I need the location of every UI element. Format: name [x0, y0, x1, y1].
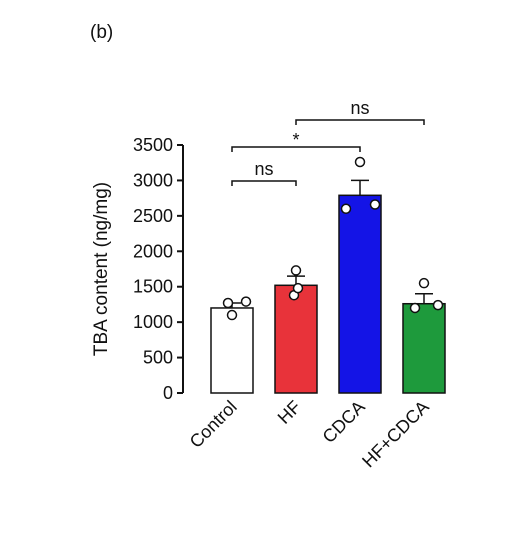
data-point [354, 156, 366, 168]
y-tick-label: 0 [163, 383, 173, 403]
y-tick-label: 1500 [133, 277, 173, 297]
panel-label: (b) [90, 22, 114, 43]
data-point [369, 199, 381, 210]
y-tick-label: 3500 [133, 135, 173, 155]
data-point [418, 277, 430, 289]
significance-bracket [231, 180, 297, 186]
data-point [222, 297, 234, 309]
data-point [432, 299, 444, 311]
significance-bracket [295, 119, 425, 125]
data-point [409, 302, 421, 314]
y-axis-label: TBA content (ng/mg) [91, 182, 112, 356]
bar-cdca [338, 194, 382, 394]
x-tick-label: HF [274, 397, 305, 428]
data-point [240, 296, 252, 307]
y-tick-label: 2500 [133, 206, 173, 226]
y-tick-label: 1000 [133, 312, 173, 332]
significance-label: ns [350, 98, 369, 118]
significance-label: * [292, 130, 299, 150]
y-tick-label: 2000 [133, 241, 173, 261]
x-tick-label: Control [186, 397, 241, 452]
y-tick-label: 500 [143, 348, 173, 368]
bar-hf [274, 284, 318, 394]
significance-bracket [231, 146, 361, 152]
data-point [290, 265, 302, 276]
x-tick-label: CDCA [319, 397, 369, 447]
significance-label: ns [254, 159, 273, 179]
bar-hf-cdca [402, 302, 446, 394]
data-point [226, 309, 238, 321]
data-point [340, 203, 352, 215]
x-tick-label: HF+CDCA [358, 397, 433, 472]
bar-control [210, 307, 254, 394]
y-tick-label: 3000 [133, 170, 173, 190]
data-point [292, 282, 304, 294]
